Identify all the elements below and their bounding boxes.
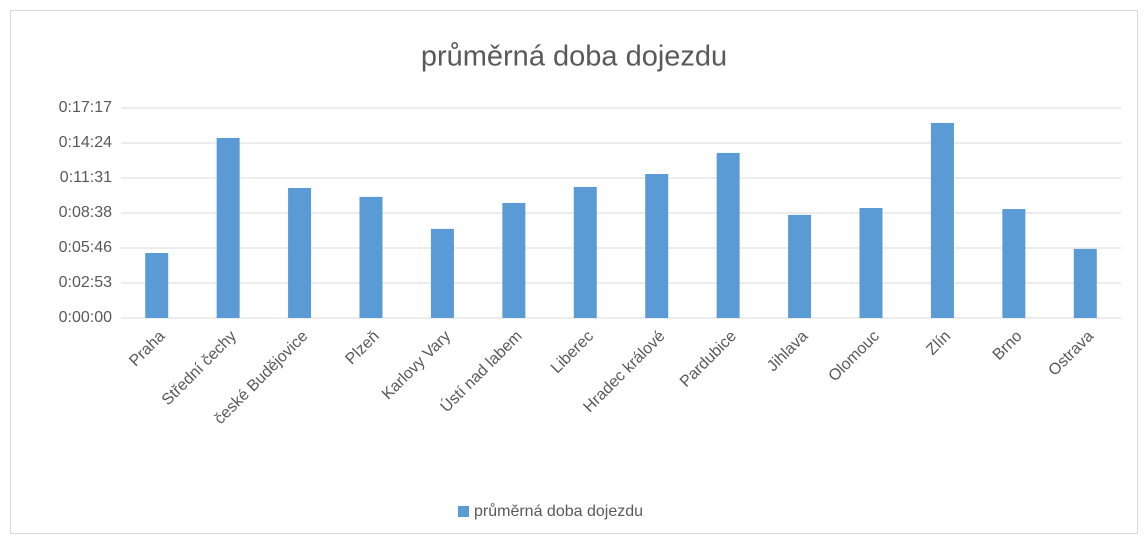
y-tick-label: 0:14:24 — [59, 134, 112, 151]
bar — [288, 187, 312, 318]
y-tick-label: 0:05:46 — [59, 239, 112, 256]
bar — [930, 122, 954, 319]
bar — [145, 252, 169, 318]
y-tick-label: 0:11:31 — [60, 169, 112, 186]
bar — [645, 173, 669, 318]
y-tick-label: 0:17:17 — [59, 99, 112, 116]
bar — [359, 196, 383, 318]
bar — [573, 186, 597, 318]
bar — [216, 137, 240, 318]
legend-label: průměrná doba dojezdu — [474, 502, 643, 520]
y-tick-label: 0:02:53 — [59, 274, 112, 291]
bar — [430, 228, 454, 318]
bar — [716, 152, 740, 318]
bar — [1002, 209, 1026, 318]
bar — [788, 214, 812, 318]
bar — [859, 208, 883, 318]
y-tick-label: 0:00:00 — [59, 309, 112, 326]
y-tick-label: 0:08:38 — [59, 204, 112, 221]
chart-title: průměrná doba dojezdu — [421, 41, 727, 73]
bar — [1073, 248, 1097, 318]
legend-swatch — [458, 506, 469, 517]
bar — [502, 202, 526, 318]
